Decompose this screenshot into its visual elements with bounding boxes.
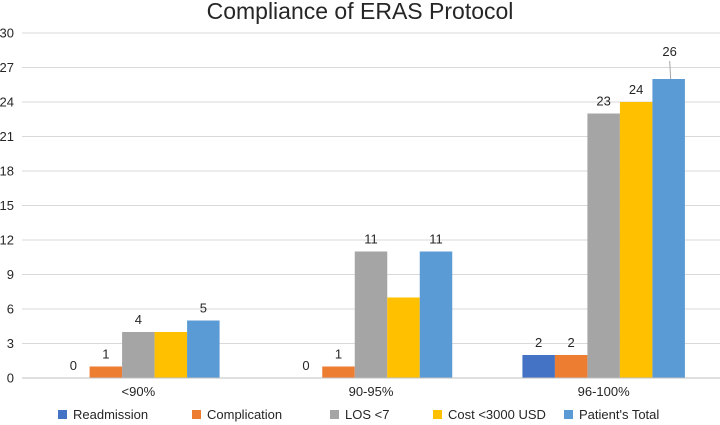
- legend-swatch: [192, 410, 201, 419]
- data-label: 1: [102, 347, 109, 362]
- y-tick-label: 9: [7, 267, 14, 282]
- bar: [354, 251, 388, 378]
- y-tick-label: 18: [0, 164, 14, 179]
- data-label: 2: [535, 335, 542, 350]
- data-label-leader: [669, 60, 672, 80]
- data-label: 2: [568, 335, 575, 350]
- bar: [187, 320, 220, 378]
- y-tick-label: 27: [0, 60, 14, 75]
- legend-label: Readmission: [73, 407, 148, 422]
- data-label: 0: [302, 358, 309, 373]
- bar: [619, 102, 653, 378]
- bar: [652, 79, 685, 378]
- bar: [522, 355, 555, 378]
- data-label: 0: [70, 358, 77, 373]
- bar: [419, 251, 453, 378]
- x-axis: <90% 90-95% 96-100%: [22, 377, 720, 399]
- data-label: 4: [135, 312, 142, 327]
- legend-swatch: [564, 410, 573, 419]
- data-label: 5: [200, 301, 207, 316]
- data-label: 24: [629, 82, 643, 97]
- legend-label: LOS <7: [345, 407, 389, 422]
- legend: Readmission Complication LOS <7 Cost <3000 …: [58, 407, 659, 422]
- bar: [387, 297, 420, 378]
- y-axis: 0 3 6 9 12 15 18 21 24 27 30: [0, 26, 14, 386]
- data-label: 1: [335, 347, 342, 362]
- y-tick-label: 15: [0, 198, 14, 213]
- legend-swatch: [433, 410, 442, 419]
- legend-label: Patient's Total: [579, 407, 659, 422]
- data-label: 11: [429, 232, 443, 247]
- y-tick-label: 30: [0, 26, 14, 41]
- bar: [554, 355, 588, 378]
- data-label: 26: [662, 44, 676, 59]
- data-label: 23: [596, 94, 610, 109]
- y-tick-label: 21: [0, 129, 14, 144]
- x-category-label: 96-100%: [578, 384, 630, 399]
- bar: [322, 366, 355, 378]
- bar: [154, 332, 188, 378]
- y-tick-label: 12: [0, 233, 14, 248]
- bar: [122, 332, 155, 378]
- y-tick-label: 24: [0, 95, 14, 110]
- legend-swatch: [330, 410, 339, 419]
- x-category-label: <90%: [122, 384, 156, 399]
- legend-label: Complication: [207, 407, 282, 422]
- bar: [587, 113, 620, 378]
- x-category-label: 90-95%: [349, 384, 394, 399]
- chart-title: Compliance of ERAS Protocol: [207, 0, 514, 24]
- legend-swatch: [58, 410, 67, 419]
- y-tick-label: 3: [7, 336, 14, 351]
- bar: [89, 366, 123, 378]
- legend-label: Cost <3000 USD: [448, 407, 546, 422]
- y-tick-label: 6: [7, 302, 14, 317]
- y-tick-label: 0: [7, 371, 14, 386]
- data-label: 11: [364, 232, 378, 247]
